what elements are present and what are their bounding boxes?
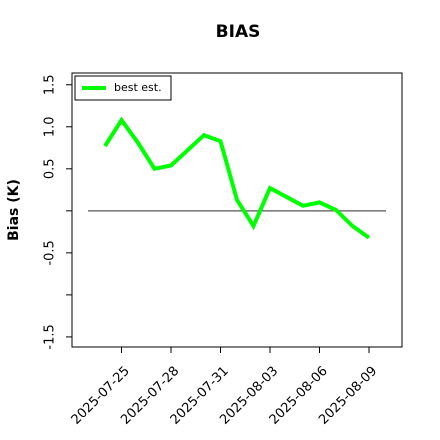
- y-tick-label: -1.5: [43, 324, 58, 349]
- plot-frame: [71, 72, 403, 348]
- y-tick-label: 1.0: [43, 116, 58, 137]
- series-line: [103, 116, 371, 240]
- chart-title: BIAS: [216, 22, 261, 42]
- y-axis-label: Bias (K): [6, 179, 22, 241]
- legend-label: best est.: [114, 81, 162, 94]
- y-tick-label: -0.5: [43, 240, 58, 265]
- y-tick-label: 0.5: [43, 158, 58, 179]
- y-tick-label: 1.5: [43, 74, 58, 95]
